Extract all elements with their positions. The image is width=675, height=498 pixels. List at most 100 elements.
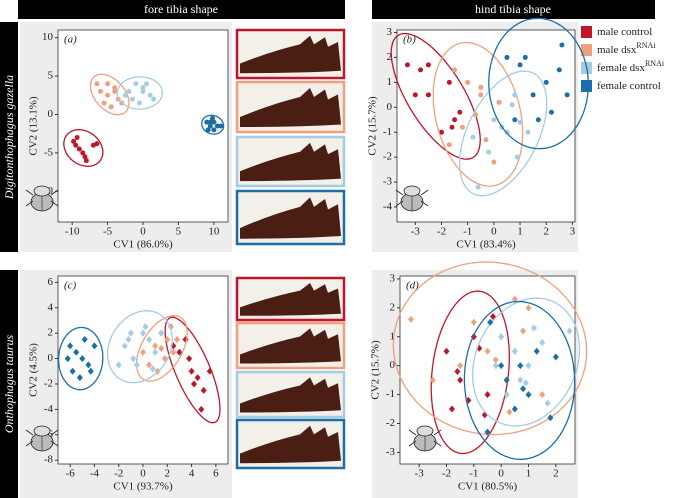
y-tick-label: 0 bbox=[48, 108, 54, 120]
data-point bbox=[496, 99, 502, 105]
data-point bbox=[198, 405, 205, 413]
data-point bbox=[559, 42, 565, 48]
legend-swatch bbox=[581, 80, 592, 92]
x-axis-label: CV1 (83.4%) bbox=[456, 239, 516, 251]
data-point bbox=[152, 342, 159, 350]
y-tick-label: 10 bbox=[42, 31, 54, 43]
confidence-ellipse bbox=[432, 41, 524, 187]
y-axis-label: CV2 (4.5%) bbox=[28, 343, 40, 397]
data-point bbox=[170, 348, 177, 356]
data-point bbox=[140, 88, 146, 94]
data-point bbox=[127, 329, 134, 337]
data-point bbox=[164, 336, 171, 344]
data-point bbox=[556, 67, 562, 73]
y-tick-label: 2 bbox=[390, 301, 396, 313]
data-point bbox=[122, 92, 128, 98]
data-point bbox=[486, 149, 492, 155]
data-point bbox=[533, 347, 540, 355]
x-tick-label: 2 bbox=[543, 226, 549, 238]
y-tick-label: -6 bbox=[44, 428, 54, 440]
beetle-icon bbox=[420, 200, 429, 207]
confidence-ellipse bbox=[57, 326, 104, 391]
y-tick-label: 6 bbox=[48, 276, 54, 288]
beetle-icon bbox=[50, 440, 59, 447]
beetle-icon bbox=[408, 429, 417, 436]
data-point bbox=[525, 391, 532, 399]
data-point bbox=[544, 399, 551, 407]
beetle-icon bbox=[33, 185, 51, 197]
data-point bbox=[522, 379, 529, 387]
confidence-ellipse bbox=[135, 314, 188, 382]
y-tick-label: 2 bbox=[387, 51, 393, 63]
x-axis-label: CV1 (86.0%) bbox=[113, 239, 173, 251]
tibia-photo bbox=[240, 283, 341, 316]
data-point bbox=[146, 361, 153, 369]
data-point bbox=[539, 339, 546, 347]
plot-area bbox=[57, 29, 229, 223]
data-point bbox=[142, 323, 149, 331]
data-point bbox=[564, 92, 570, 98]
legend-swatch bbox=[581, 44, 592, 56]
y-tick-label: -1 bbox=[383, 126, 392, 138]
data-point bbox=[517, 376, 524, 384]
data-point bbox=[158, 344, 165, 352]
data-point bbox=[448, 405, 455, 413]
data-point bbox=[517, 62, 523, 68]
data-point bbox=[98, 88, 103, 94]
data-point bbox=[483, 137, 489, 143]
y-tick-label: 1 bbox=[387, 76, 393, 88]
confidence-ellipse bbox=[430, 290, 510, 455]
data-point bbox=[525, 304, 532, 312]
data-point bbox=[535, 117, 541, 123]
y-tick-label: 5 bbox=[48, 70, 54, 82]
beetle-icon bbox=[50, 200, 59, 207]
y-tick-label: -4 bbox=[44, 403, 54, 415]
data-point bbox=[520, 327, 527, 335]
data-point bbox=[200, 386, 207, 394]
legend-name: female dsx bbox=[597, 62, 645, 74]
data-point bbox=[478, 84, 484, 90]
confidence-ellipse bbox=[201, 114, 225, 135]
data-point bbox=[412, 92, 418, 98]
data-point bbox=[425, 62, 431, 68]
legend-label: female control bbox=[597, 80, 661, 92]
data-point bbox=[459, 124, 465, 130]
data-point bbox=[457, 376, 464, 384]
y-tick-label: -3 bbox=[383, 176, 393, 188]
data-point bbox=[514, 154, 520, 160]
beetle-icon bbox=[403, 185, 421, 197]
data-point bbox=[491, 117, 497, 123]
beetle-icon bbox=[25, 189, 34, 196]
panel-label: (b) bbox=[403, 34, 416, 46]
x-tick-label: 0 bbox=[140, 226, 146, 238]
x-tick-label: -3 bbox=[411, 226, 421, 238]
tibia-photo bbox=[240, 328, 341, 364]
data-point bbox=[147, 92, 153, 98]
x-tick-label: -10 bbox=[65, 226, 80, 238]
data-point bbox=[76, 374, 83, 382]
data-point bbox=[130, 355, 137, 363]
data-point bbox=[69, 367, 76, 375]
data-point bbox=[136, 100, 142, 106]
data-point bbox=[83, 158, 89, 164]
data-point bbox=[475, 184, 481, 190]
x-tick-label: 0 bbox=[140, 468, 146, 480]
x-tick-label: -6 bbox=[66, 468, 76, 480]
data-point bbox=[87, 367, 94, 375]
x-tick-label: 10 bbox=[208, 226, 220, 238]
data-point bbox=[82, 154, 88, 160]
header-bar bbox=[372, 0, 655, 19]
data-point bbox=[484, 428, 491, 436]
x-tick-label: 2 bbox=[553, 468, 559, 480]
data-point bbox=[112, 85, 118, 91]
data-point bbox=[211, 119, 217, 125]
y-tick-label: -5 bbox=[44, 146, 54, 158]
beetle-icon bbox=[50, 189, 59, 196]
confidence-ellipse bbox=[116, 76, 164, 110]
x-tick-label: 1 bbox=[517, 226, 523, 238]
data-point bbox=[218, 123, 224, 129]
tibia-photo bbox=[240, 88, 341, 127]
confidence-ellipse bbox=[471, 297, 581, 427]
data-point bbox=[487, 318, 494, 326]
